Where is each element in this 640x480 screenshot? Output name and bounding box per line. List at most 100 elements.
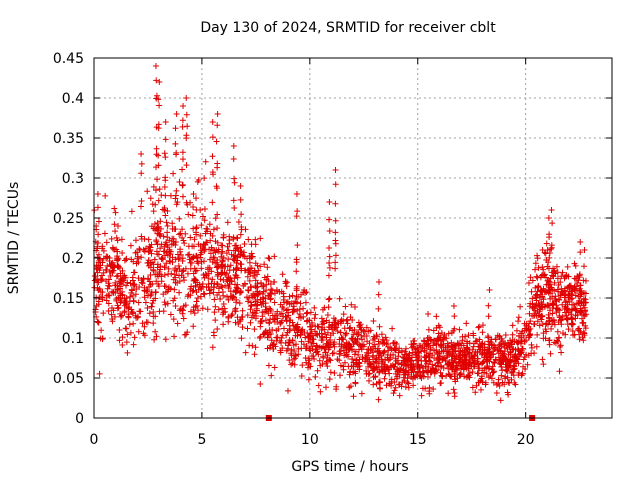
data-point [483, 356, 490, 363]
data-point [204, 306, 211, 313]
data-point [297, 300, 304, 307]
data-point [106, 292, 113, 299]
data-point [455, 354, 462, 361]
data-point [506, 358, 513, 365]
data-point [479, 360, 486, 367]
data-point [94, 239, 101, 246]
data-point [488, 375, 495, 382]
data-point [426, 388, 433, 395]
data-point [447, 373, 454, 380]
data-point [263, 287, 270, 294]
data-point [199, 305, 206, 312]
data-point [258, 318, 265, 325]
data-point [522, 325, 529, 332]
data-point [311, 315, 318, 322]
data-point [139, 320, 146, 327]
data-point [294, 242, 301, 249]
data-point [246, 277, 253, 284]
data-point [102, 192, 109, 199]
data-point [107, 272, 114, 279]
data-point [183, 199, 190, 206]
data-point [264, 264, 271, 271]
data-point [541, 272, 548, 279]
data-point [103, 278, 110, 285]
data-point [581, 263, 588, 270]
data-point [206, 290, 213, 297]
data-point [190, 225, 197, 232]
data-point [493, 381, 500, 388]
data-point [361, 328, 368, 335]
data-point [251, 268, 258, 275]
data-point [384, 340, 391, 347]
data-point [427, 336, 434, 343]
data-point [187, 286, 194, 293]
data-point [257, 333, 264, 340]
data-point [341, 325, 348, 332]
data-point [513, 356, 520, 363]
data-point [478, 340, 485, 347]
data-point [395, 353, 402, 360]
data-point [123, 339, 130, 346]
data-point [291, 348, 298, 355]
data-point [314, 343, 321, 350]
y-tick-label: 0.45 [53, 51, 84, 67]
data-point [231, 204, 238, 211]
data-point [447, 361, 454, 368]
data-point [94, 204, 101, 211]
data-point [147, 244, 154, 251]
data-point [95, 231, 102, 238]
data-point [205, 264, 212, 271]
data-point [378, 331, 385, 338]
data-point [189, 212, 196, 219]
data-point [237, 231, 244, 238]
data-point [179, 234, 186, 241]
data-point [422, 385, 429, 392]
data-point [219, 248, 226, 255]
data-point [123, 282, 130, 289]
data-point [572, 287, 579, 294]
data-point [565, 283, 572, 290]
data-point [576, 297, 583, 304]
data-point [293, 323, 300, 330]
data-point [242, 226, 249, 233]
data-point [138, 279, 145, 286]
data-point [319, 318, 326, 325]
data-point [312, 328, 319, 335]
data-point [245, 287, 252, 294]
data-point [271, 253, 278, 260]
data-point [218, 270, 225, 277]
data-point [118, 278, 125, 285]
data-point [167, 285, 174, 292]
data-point [197, 232, 204, 239]
data-point [459, 337, 466, 344]
data-point [190, 253, 197, 260]
data-point [524, 361, 531, 368]
data-point [332, 252, 339, 259]
data-point [401, 351, 408, 358]
data-point [234, 288, 241, 295]
data-point [251, 292, 258, 299]
data-point [132, 237, 139, 244]
data-point [263, 281, 270, 288]
data-point [366, 370, 373, 377]
data-point [376, 323, 383, 330]
data-point [372, 345, 379, 352]
data-point [409, 354, 416, 361]
data-point [332, 229, 339, 236]
data-point [483, 364, 490, 371]
data-point [160, 233, 167, 240]
data-point [433, 324, 440, 331]
data-point [533, 343, 540, 350]
data-point [220, 254, 227, 261]
data-point [182, 230, 189, 237]
data-point [288, 300, 295, 307]
data-point [454, 375, 461, 382]
data-point [153, 237, 160, 244]
data-point [238, 289, 245, 296]
data-point [114, 248, 121, 255]
data-point [140, 275, 147, 282]
data-point [231, 306, 238, 313]
data-point [427, 336, 434, 343]
data-point [298, 345, 305, 352]
data-point [561, 288, 568, 295]
